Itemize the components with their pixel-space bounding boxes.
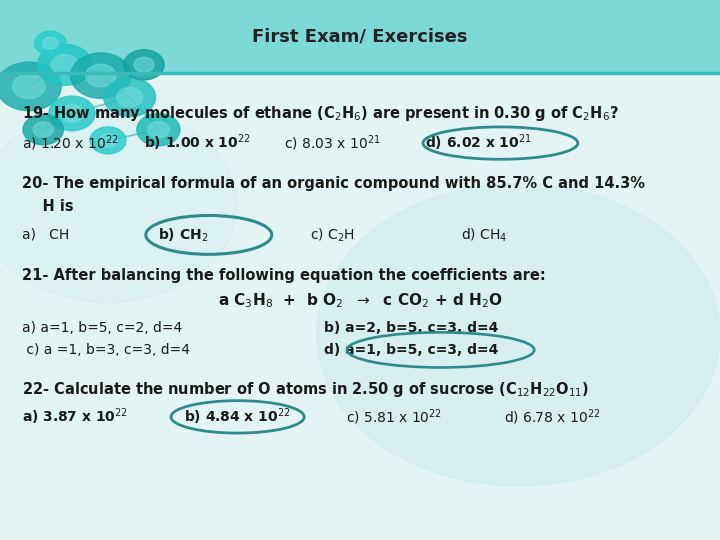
Text: d) 6.78 x 10$^{22}$: d) 6.78 x 10$^{22}$ (504, 407, 600, 427)
Circle shape (104, 78, 156, 117)
Text: a) a=1, b=5, c=2, d=4: a) a=1, b=5, c=2, d=4 (22, 321, 182, 335)
Circle shape (13, 75, 45, 98)
Text: First Exam/ Exercises: First Exam/ Exercises (252, 28, 468, 45)
Text: b) CH$_2$: b) CH$_2$ (158, 226, 209, 244)
Circle shape (33, 122, 53, 137)
Circle shape (60, 105, 84, 122)
Circle shape (0, 108, 238, 302)
Circle shape (90, 127, 126, 154)
Text: c) 8.03 x 10$^{21}$: c) 8.03 x 10$^{21}$ (284, 133, 381, 153)
Circle shape (317, 184, 720, 486)
Circle shape (23, 114, 63, 145)
Circle shape (49, 96, 95, 131)
Text: b) 4.84 x 10$^{22}$: b) 4.84 x 10$^{22}$ (184, 407, 290, 427)
Text: c) 5.81 x 10$^{22}$: c) 5.81 x 10$^{22}$ (346, 407, 442, 427)
Text: c) C$_2$H: c) C$_2$H (310, 226, 354, 244)
Text: d) CH$_4$: d) CH$_4$ (461, 226, 508, 244)
Text: a) 1.20 x 10$^{22}$: a) 1.20 x 10$^{22}$ (22, 133, 118, 153)
Circle shape (134, 57, 154, 72)
Text: a C$_3$H$_8$  +  b O$_2$  $\rightarrow$  c CO$_2$ + d H$_2$O: a C$_3$H$_8$ + b O$_2$ $\rightarrow$ c C… (217, 292, 503, 310)
Text: 20- The empirical formula of an organic compound with 85.7% C and 14.3%: 20- The empirical formula of an organic … (22, 176, 644, 191)
Circle shape (0, 62, 61, 111)
Circle shape (86, 64, 116, 87)
Circle shape (42, 37, 58, 49)
Circle shape (137, 113, 180, 146)
Text: a)   CH: a) CH (22, 228, 69, 242)
Circle shape (117, 87, 143, 107)
Circle shape (124, 50, 164, 80)
Text: d) 6.02 x 10$^{21}$: d) 6.02 x 10$^{21}$ (425, 133, 531, 153)
Text: c) a =1, b=3, c=3, d=4: c) a =1, b=3, c=3, d=4 (22, 343, 189, 357)
Text: b) 1.00 x 10$^{22}$: b) 1.00 x 10$^{22}$ (144, 133, 251, 153)
Bar (0, 0, 720, 73)
Circle shape (37, 44, 92, 85)
Text: d) a=1, b=5, c=3, d=4: d) a=1, b=5, c=3, d=4 (324, 343, 498, 357)
Text: H is: H is (22, 199, 73, 214)
Circle shape (51, 55, 78, 75)
Circle shape (71, 53, 131, 98)
Text: 22- Calculate the number of O atoms in 2.50 g of sucrose (C$_{12}$H$_{22}$O$_{11: 22- Calculate the number of O atoms in 2… (22, 380, 589, 400)
Text: 21- After balancing the following equation the coefficients are:: 21- After balancing the following equati… (22, 268, 545, 283)
Text: b) a=2, b=5, c=3, d=4: b) a=2, b=5, c=3, d=4 (324, 321, 498, 335)
Circle shape (148, 122, 169, 138)
Text: 19- How many molecules of ethane (C$_2$H$_6$) are present in 0.30 g of C$_2$H$_6: 19- How many molecules of ethane (C$_2$H… (22, 104, 618, 123)
Circle shape (99, 133, 117, 147)
Text: a) 3.87 x 10$^{22}$: a) 3.87 x 10$^{22}$ (22, 407, 127, 427)
Circle shape (35, 31, 66, 55)
